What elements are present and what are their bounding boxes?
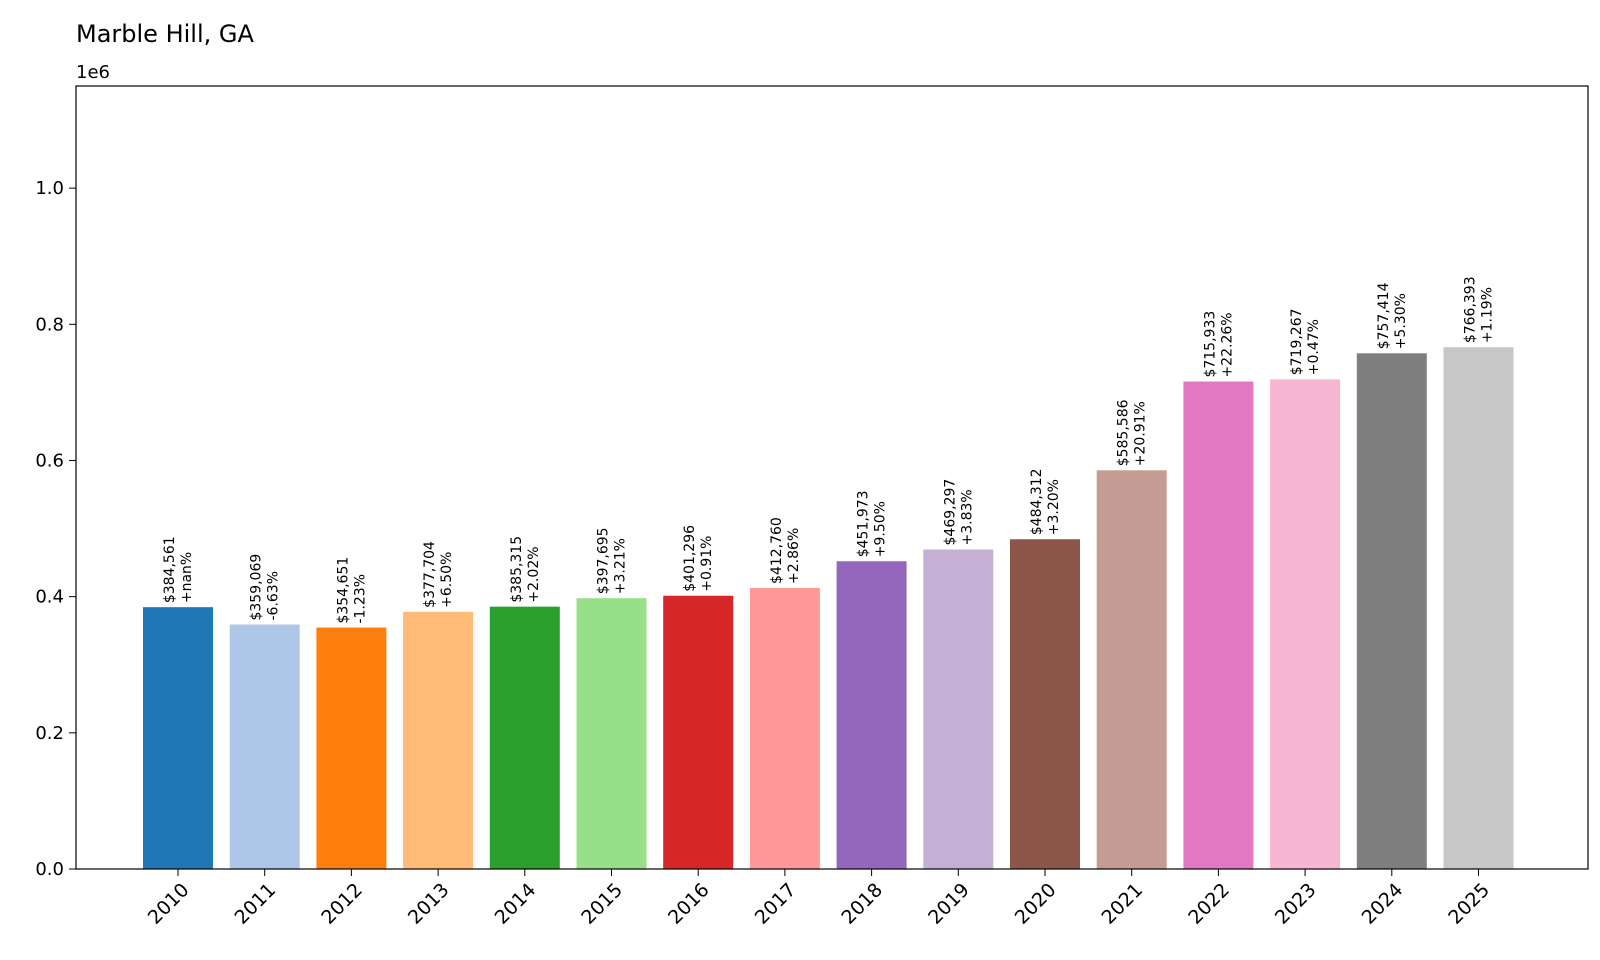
bar	[749, 587, 820, 869]
bar	[1443, 347, 1514, 869]
bar	[1183, 381, 1254, 869]
bar-value-label: $469,297	[942, 479, 958, 546]
bar	[836, 561, 907, 869]
bar-change-label: +3.21%	[613, 538, 629, 594]
bar-change-label: +3.20%	[1046, 479, 1062, 535]
bar-change-label: +0.91%	[699, 536, 715, 592]
x-tick-label: 2010	[144, 879, 194, 929]
bar-value-label: $715,933	[1202, 311, 1218, 378]
bar-change-label: +nan%	[179, 552, 195, 603]
bar-change-label: -6.63%	[266, 571, 282, 621]
x-tick-label: 2020	[1011, 879, 1061, 929]
y-tick-label: 1.0	[35, 178, 64, 199]
x-tick-label: 2022	[1184, 879, 1234, 929]
plot-frame	[75, 85, 1589, 870]
bar-value-label: $585,586	[1116, 399, 1132, 466]
bar-value-label: $719,267	[1289, 308, 1305, 375]
bar-change-label: +20.91%	[1133, 401, 1149, 466]
x-tick-label: 2023	[1271, 879, 1321, 929]
x-tick-label: 2015	[577, 879, 627, 929]
bar-value-label: $385,315	[509, 536, 525, 603]
bar-change-label: +0.47%	[1306, 319, 1322, 375]
bar-change-label: +9.50%	[873, 501, 889, 557]
bar-value-label: $377,704	[422, 541, 438, 608]
x-tick-label: 2013	[404, 879, 454, 929]
bar-change-label: +3.83%	[959, 489, 975, 545]
x-tick-label: 2014	[491, 879, 541, 929]
bar	[143, 607, 213, 869]
y-tick-label: 0.0	[35, 859, 64, 880]
bar-change-label: +5.30%	[1393, 293, 1409, 349]
bar-value-label: $412,760	[769, 517, 785, 584]
x-tick-label: 2012	[317, 879, 367, 929]
bar	[403, 611, 474, 869]
x-tick-label: 2016	[664, 879, 714, 929]
bar	[489, 606, 560, 869]
bar-value-label: $397,695	[596, 527, 612, 594]
bar	[1356, 353, 1427, 869]
bar-value-label: $757,414	[1376, 282, 1392, 349]
x-tick-label: 2011	[230, 879, 280, 929]
bar	[229, 624, 300, 869]
bar-value-label: $401,296	[682, 525, 698, 592]
bar-change-label: -1.23%	[352, 574, 368, 624]
bar-value-label: $484,312	[1029, 468, 1045, 535]
x-tick-label: 2017	[751, 879, 801, 929]
x-tick-label: 2018	[837, 879, 887, 929]
x-tick-label: 2025	[1444, 879, 1494, 929]
bar-change-label: +1.19%	[1480, 287, 1496, 343]
bar-change-label: +6.50%	[439, 552, 455, 608]
y-tick-label: 0.6	[35, 450, 64, 471]
bar-change-label: +2.86%	[786, 528, 802, 584]
bar-value-label: $451,973	[856, 490, 872, 557]
y-tick-label: 0.4	[35, 587, 64, 608]
bar-change-label: +2.02%	[526, 546, 542, 602]
bar	[1010, 539, 1080, 869]
x-tick-label: 2021	[1097, 879, 1147, 929]
bar-value-label: $766,393	[1463, 276, 1479, 343]
bar	[923, 549, 994, 869]
bar	[316, 627, 387, 869]
bar-value-label: $359,069	[249, 554, 265, 621]
bar	[1270, 379, 1341, 869]
bar-value-label: $384,561	[162, 536, 178, 603]
x-tick-label: 2019	[924, 879, 974, 929]
bar	[663, 595, 734, 869]
bar-change-label: +22.26%	[1219, 312, 1235, 377]
axis-offset-label: 1e6	[76, 62, 110, 83]
bar-value-label: $354,651	[335, 557, 351, 624]
chart-title: Marble Hill, GA	[76, 20, 254, 48]
x-tick-label: 2024	[1358, 879, 1408, 929]
y-tick-label: 0.8	[35, 314, 64, 335]
y-tick-label: 0.2	[35, 723, 64, 744]
bar	[1096, 470, 1167, 869]
bar	[576, 598, 647, 869]
